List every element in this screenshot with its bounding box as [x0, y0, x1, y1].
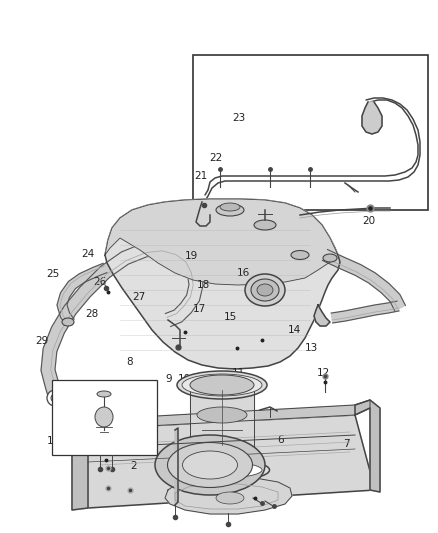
Text: 2: 2	[130, 462, 137, 471]
Text: 15: 15	[223, 312, 237, 322]
Text: 20: 20	[362, 216, 375, 226]
Ellipse shape	[291, 251, 309, 260]
Text: 7: 7	[343, 439, 350, 449]
Text: 28: 28	[85, 310, 99, 319]
Polygon shape	[355, 400, 380, 492]
Text: 17: 17	[193, 304, 206, 314]
Text: 13: 13	[304, 343, 318, 353]
Text: 22: 22	[209, 154, 222, 163]
Circle shape	[51, 394, 59, 402]
Ellipse shape	[323, 254, 337, 262]
Text: 3: 3	[117, 418, 124, 427]
Text: 9: 9	[165, 375, 172, 384]
Ellipse shape	[167, 442, 252, 488]
Text: 26: 26	[93, 278, 106, 287]
Text: 24: 24	[81, 249, 94, 259]
Polygon shape	[57, 263, 107, 325]
Polygon shape	[322, 249, 405, 311]
Polygon shape	[72, 400, 370, 430]
Polygon shape	[72, 420, 88, 510]
Ellipse shape	[174, 459, 269, 481]
Text: 16: 16	[237, 268, 250, 278]
Text: 18: 18	[197, 280, 210, 290]
Ellipse shape	[257, 284, 273, 296]
Ellipse shape	[220, 203, 240, 211]
Polygon shape	[331, 301, 399, 323]
Text: 29: 29	[35, 336, 48, 346]
Ellipse shape	[251, 279, 279, 301]
Polygon shape	[105, 199, 340, 369]
Ellipse shape	[177, 371, 267, 399]
Text: 23: 23	[232, 114, 245, 123]
Ellipse shape	[190, 375, 254, 395]
Ellipse shape	[254, 220, 276, 230]
Ellipse shape	[62, 318, 74, 326]
Polygon shape	[175, 428, 178, 505]
Text: 25: 25	[46, 270, 59, 279]
Polygon shape	[72, 415, 375, 508]
Polygon shape	[41, 241, 203, 397]
Text: 8: 8	[126, 358, 133, 367]
Text: 21: 21	[194, 171, 207, 181]
Text: 11: 11	[232, 368, 245, 378]
Text: 10: 10	[177, 375, 191, 384]
Ellipse shape	[216, 204, 244, 216]
Text: 5: 5	[244, 455, 251, 464]
Ellipse shape	[197, 407, 247, 423]
Polygon shape	[105, 199, 338, 285]
Text: 4: 4	[191, 451, 198, 461]
Ellipse shape	[97, 391, 111, 397]
Ellipse shape	[190, 440, 254, 460]
Ellipse shape	[95, 407, 113, 427]
Text: 6: 6	[277, 435, 284, 445]
Text: 14: 14	[288, 326, 301, 335]
Ellipse shape	[155, 435, 265, 495]
Text: 1: 1	[47, 437, 54, 446]
Polygon shape	[165, 477, 292, 514]
Ellipse shape	[182, 462, 262, 478]
Text: 19: 19	[185, 251, 198, 261]
Bar	[52, 380, 157, 455]
Polygon shape	[314, 305, 330, 326]
Polygon shape	[362, 102, 382, 134]
Ellipse shape	[245, 274, 285, 306]
Bar	[193, 55, 428, 210]
Text: 12: 12	[317, 368, 330, 378]
Circle shape	[47, 390, 63, 406]
Ellipse shape	[182, 374, 262, 396]
Text: 27: 27	[133, 293, 146, 302]
Polygon shape	[190, 385, 254, 450]
Ellipse shape	[183, 451, 237, 479]
Ellipse shape	[216, 492, 244, 504]
